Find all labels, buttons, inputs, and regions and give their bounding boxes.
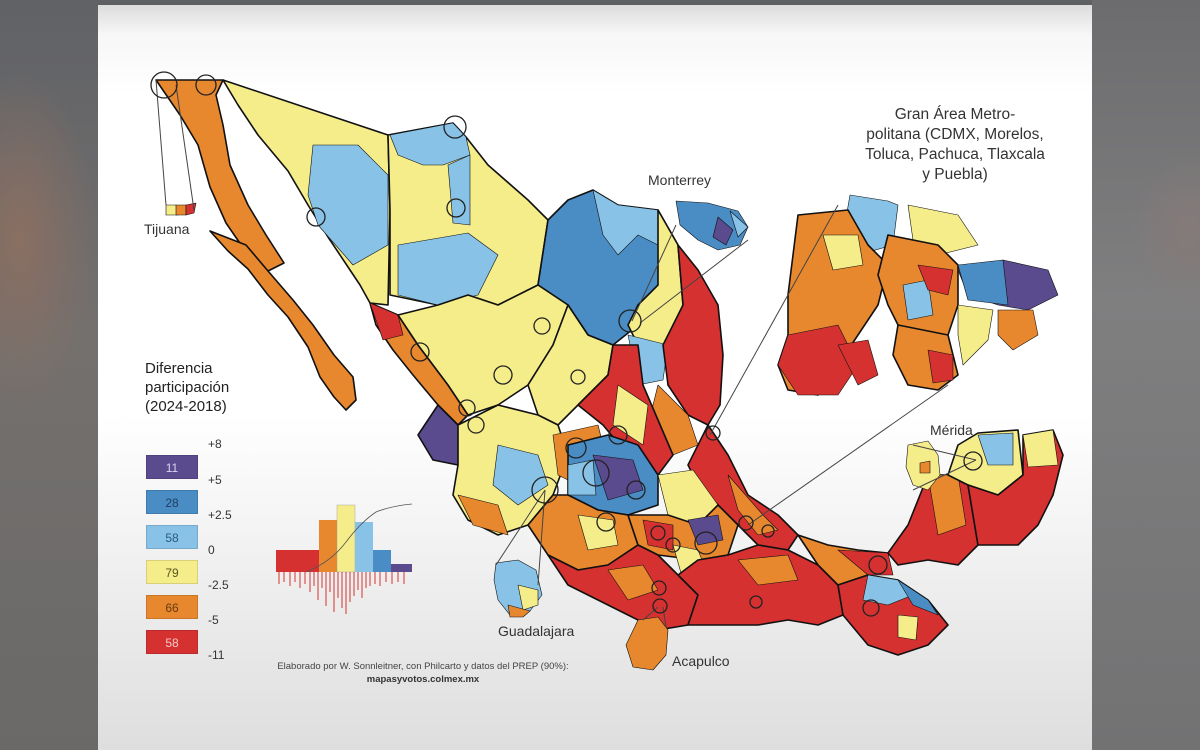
- label-merida: Mérida: [930, 422, 973, 438]
- label-tijuana: Tijuana: [144, 221, 190, 237]
- background-ghost-shape: [1132, 150, 1200, 310]
- map-slide: Tijuana Monterrey Mérida Guadalajara Aca…: [98, 5, 1092, 750]
- source-credit: Elaborado por W. Sonnleitner, con Philca…: [258, 660, 588, 686]
- legend-break: -5: [208, 613, 219, 627]
- mexico-turnout-map: [150, 71, 1064, 671]
- background-right-blur: [1092, 0, 1200, 750]
- legend-break: -11: [208, 648, 225, 662]
- inset-title-line: y Puebla): [922, 166, 988, 183]
- label-guadalajara: Guadalajara: [498, 623, 575, 639]
- inset-title-gran-area-metropolitana: Gran Área Metro- politana (CDMX, Morelos…: [840, 105, 1070, 185]
- legend-break: 0: [208, 543, 215, 557]
- state-baja-california: [155, 79, 285, 272]
- legend-swatch-dark-blue: 28: [146, 490, 198, 514]
- inset-monterrey: [675, 200, 749, 251]
- label-monterrey: Monterrey: [648, 172, 712, 188]
- inset-gran-area-metropolitana: [777, 194, 1059, 396]
- legend-title: Diferencia participación (2024-2018): [145, 359, 229, 416]
- legend-title-line: (2024-2018): [145, 398, 227, 415]
- legend-swatch-purple: 11: [146, 455, 198, 479]
- legend-swatch-red: 58: [146, 630, 198, 654]
- credit-url: mapasyvotos.colmex.mx: [366, 674, 480, 685]
- inset-title-line: Toluca, Pachuca, Tlaxcala: [865, 146, 1045, 163]
- legend-swatch-orange: 66: [146, 595, 198, 619]
- legend-title-line: participación: [145, 379, 230, 396]
- legend-break: +5: [208, 473, 222, 487]
- histogram: [276, 503, 413, 614]
- credit-text: Elaborado por W. Sonnleitner, con Philca…: [277, 661, 569, 672]
- legend-break: -2.5: [208, 578, 229, 592]
- inset-guadalajara: [493, 559, 543, 616]
- legend-break: +2.5: [208, 508, 232, 522]
- legend-swatch-light-blue: 58: [146, 525, 198, 549]
- background-ghost-shape: [0, 70, 98, 410]
- inset-title-line: Gran Área Metro-: [894, 106, 1016, 123]
- legend-break: +8: [208, 437, 222, 451]
- background-left-blur: [0, 0, 98, 750]
- state-baja-california-sur: [209, 230, 357, 411]
- legend-swatch-yellow: 79: [146, 560, 198, 584]
- legend-title-line: Diferencia: [145, 360, 213, 377]
- inset-acapulco: [625, 616, 669, 671]
- inset-title-line: politana (CDMX, Morelos,: [866, 126, 1044, 143]
- label-acapulco: Acapulco: [672, 653, 730, 669]
